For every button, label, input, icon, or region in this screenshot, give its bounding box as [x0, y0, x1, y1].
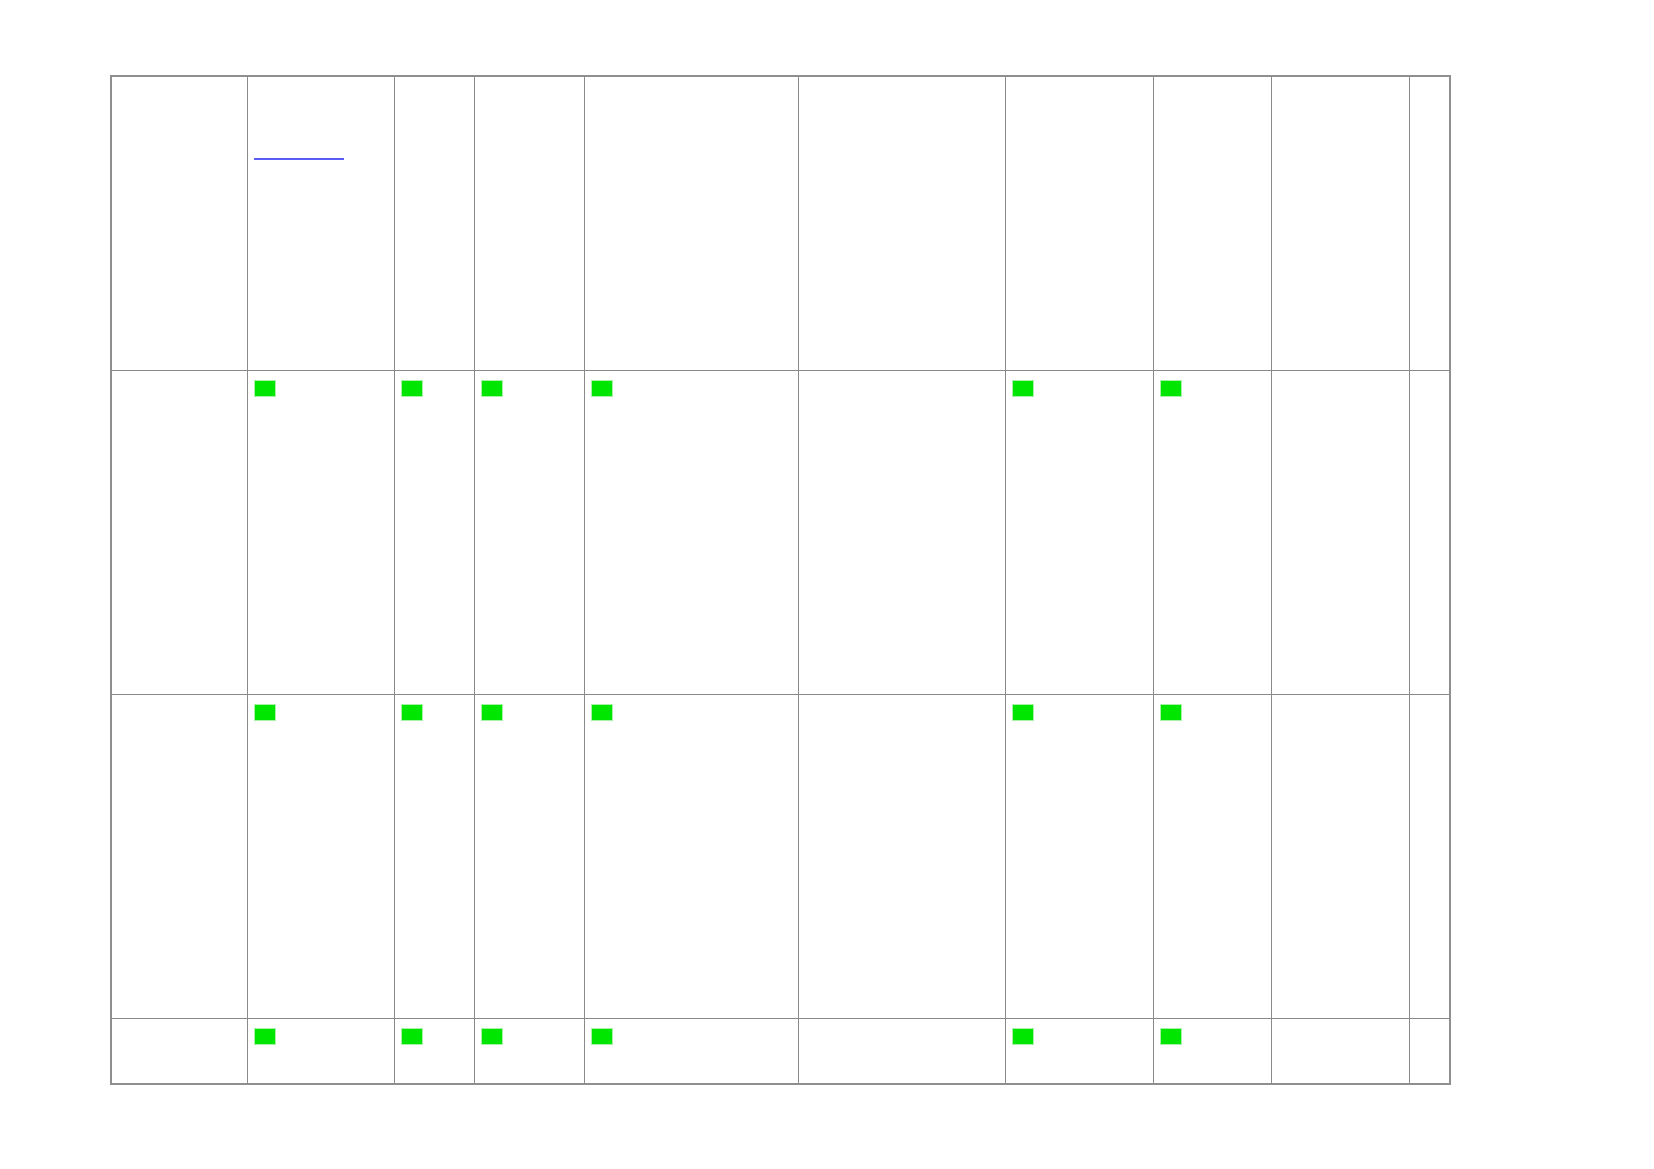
table-cell-r1-c1: [110, 75, 248, 371]
blank-hyperlink[interactable]: [253, 158, 344, 160]
table-cell-r3-c4: [473, 693, 585, 1019]
table-cell-r1-c6: [797, 75, 1006, 371]
table-cell-r2-c2: [246, 369, 395, 695]
table-cell-r2-c8: [1152, 369, 1272, 695]
table-cell-r3-c7: [1004, 693, 1154, 1019]
green-status-square: [400, 379, 423, 397]
table-cell-r3-c1: [110, 693, 248, 1019]
green-status-square: [480, 379, 503, 397]
table-cell-r1-c8: [1152, 75, 1272, 371]
table-cell-r4-c10: [1408, 1017, 1451, 1085]
table-cell-r1-c4: [473, 75, 585, 371]
table-cell-r4-c5: [583, 1017, 799, 1085]
table-row-3: [110, 693, 1451, 1019]
table-cell-r3-c8: [1152, 693, 1272, 1019]
green-status-square: [1159, 379, 1182, 397]
table-cell-r1-c9: [1270, 75, 1410, 371]
green-status-square: [590, 703, 613, 721]
table-cell-r4-c1: [110, 1017, 248, 1085]
table-cell-r4-c7: [1004, 1017, 1154, 1085]
green-status-square: [1011, 1027, 1034, 1045]
table-cell-r4-c4: [473, 1017, 585, 1085]
green-status-square: [1011, 703, 1034, 721]
green-status-square: [253, 703, 276, 721]
table-cell-r2-c10: [1408, 369, 1451, 695]
table-cell-r4-c6: [797, 1017, 1006, 1085]
table-cell-r2-c9: [1270, 369, 1410, 695]
table-cell-r3-c2: [246, 693, 395, 1019]
green-status-square: [1159, 1027, 1182, 1045]
table-cell-r1-c10: [1408, 75, 1451, 371]
table-cell-r2-c5: [583, 369, 799, 695]
green-status-square: [590, 1027, 613, 1045]
table-cell-r4-c8: [1152, 1017, 1272, 1085]
green-status-square: [480, 703, 503, 721]
table-cell-r2-c6: [797, 369, 1006, 695]
table-cell-r1-c3: [393, 75, 475, 371]
table-cell-r2-c1: [110, 369, 248, 695]
green-status-square: [400, 703, 423, 721]
green-status-square: [480, 1027, 503, 1045]
table-cell-r3-c9: [1270, 693, 1410, 1019]
table-cell-r3-c10: [1408, 693, 1451, 1019]
table-cell-r4-c9: [1270, 1017, 1410, 1085]
green-status-square: [590, 379, 613, 397]
data-grid-table: [110, 75, 1451, 1085]
green-status-square: [1011, 379, 1034, 397]
green-status-square: [253, 1027, 276, 1045]
table-cell-r3-c3: [393, 693, 475, 1019]
table-cell-r4-c3: [393, 1017, 475, 1085]
table-cell-r3-c5: [583, 693, 799, 1019]
table-cell-r1-c5: [583, 75, 799, 371]
green-status-square: [253, 379, 276, 397]
table-cell-r3-c6: [797, 693, 1006, 1019]
table-cell-r1-c2: [246, 75, 395, 371]
table-row-2: [110, 369, 1451, 695]
table-cell-r2-c3: [393, 369, 475, 695]
table-row-1: [110, 75, 1451, 371]
table-cell-r2-c4: [473, 369, 585, 695]
green-status-square: [1159, 703, 1182, 721]
table-cell-r4-c2: [246, 1017, 395, 1085]
table-cell-r1-c7: [1004, 75, 1154, 371]
green-status-square: [400, 1027, 423, 1045]
table-cell-r2-c7: [1004, 369, 1154, 695]
table-row-4: [110, 1017, 1451, 1085]
